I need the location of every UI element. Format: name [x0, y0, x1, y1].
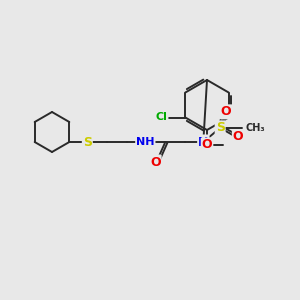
Text: O: O [233, 130, 244, 143]
Text: O: O [150, 155, 160, 169]
Text: NH: NH [136, 137, 155, 147]
Text: S: S [83, 136, 92, 148]
Text: CH₃: CH₃ [245, 123, 265, 133]
Text: O: O [202, 139, 212, 152]
Text: Cl: Cl [155, 112, 167, 122]
Text: N: N [198, 136, 208, 148]
Text: O: O [221, 105, 232, 119]
Text: S: S [216, 122, 225, 134]
